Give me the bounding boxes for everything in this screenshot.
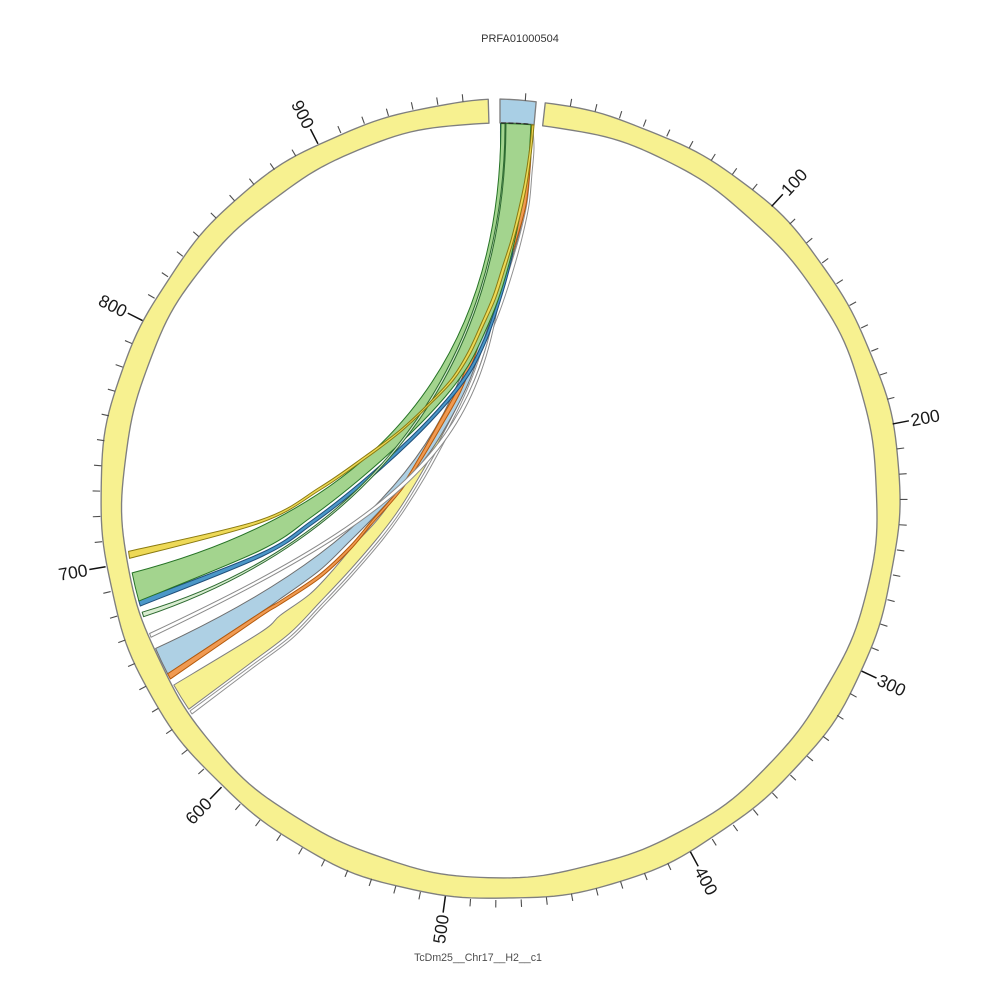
svg-text:PRFA01000504: PRFA01000504 — [481, 33, 559, 45]
svg-text:500: 500 — [429, 913, 453, 945]
svg-text:TcDm25__Chr17__H2__c1: TcDm25__Chr17__H2__c1 — [414, 952, 542, 964]
